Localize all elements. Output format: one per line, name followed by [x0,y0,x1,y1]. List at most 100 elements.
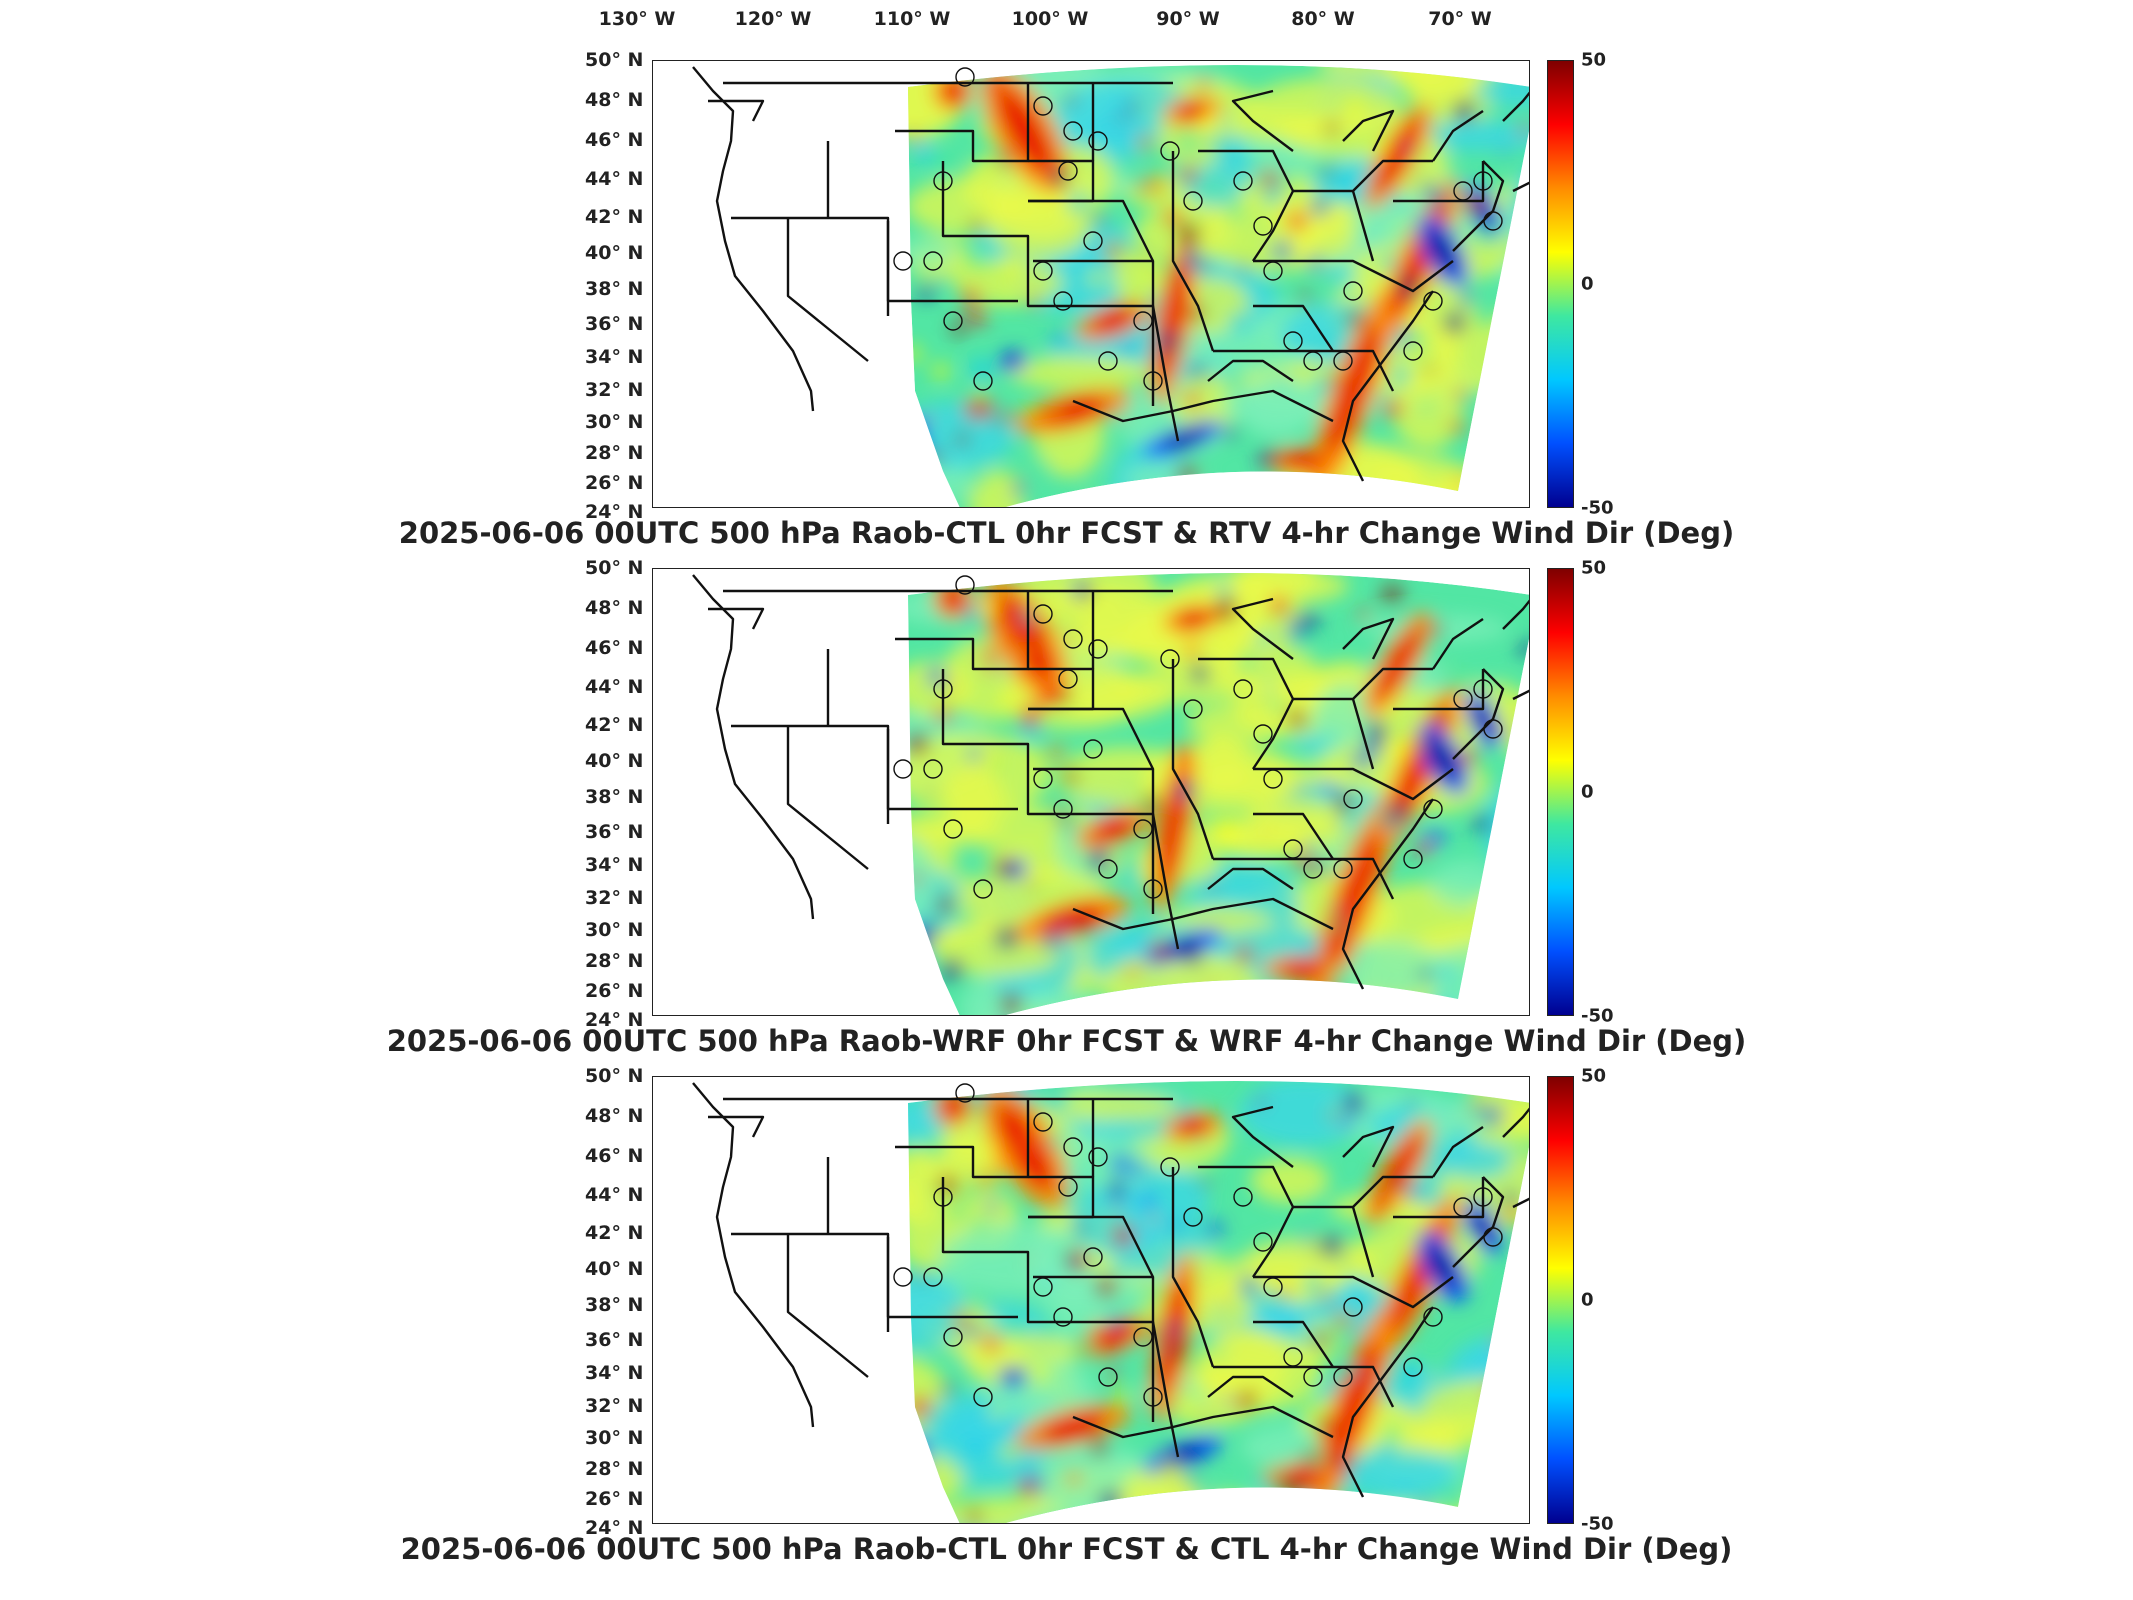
raob-station-marker [1058,161,1078,181]
raob-station-marker [1403,1357,1423,1377]
latitude-label: 34° N [585,346,644,368]
latitude-label: 28° N [585,950,644,972]
latitude-label: 40° N [585,242,644,264]
raob-station-marker [1333,351,1353,371]
raob-station-marker [1333,859,1353,879]
map-plot-area [652,568,1530,1016]
latitude-label: 44° N [585,168,644,190]
raob-station-marker [1473,679,1493,699]
raob-station-marker [1098,351,1118,371]
longitude-label: 90° W [1156,8,1220,30]
raob-station-marker [1088,639,1108,659]
raob-station-marker [955,1083,975,1103]
raob-station-marker [1403,341,1423,361]
latitude-label: 30° N [585,919,644,941]
raob-station-marker [893,251,913,271]
colorbar-tick-label: -50 [1581,1513,1614,1535]
raob-station-marker [1083,231,1103,251]
raob-station-marker [1133,311,1153,331]
map-plot-area [652,60,1530,508]
raob-station-marker [923,251,943,271]
latitude-label: 24° N [585,1009,644,1031]
raob-station-marker [1233,679,1253,699]
raob-station-marker [1033,1277,1053,1297]
panel-title: 2025-06-06 00UTC 500 hPa Raob-CTL 0hr FC… [400,1532,1733,1566]
raob-station-marker [933,171,953,191]
raob-stations [893,575,1503,899]
raob-station-marker [1253,216,1273,236]
colorbar-tick-label: -50 [1581,1005,1614,1027]
raob-station-marker [973,879,993,899]
raob-station-marker [1343,281,1363,301]
raob-station-marker [1133,1327,1153,1347]
latitude-label: 48° N [585,89,644,111]
raob-station-marker [1253,724,1273,744]
raob-station-marker [1263,1277,1283,1297]
raob-station-marker [1483,719,1503,739]
raob-station-marker [1083,739,1103,759]
raob-station-marker [1160,1157,1180,1177]
raob-station-marker [943,1327,963,1347]
latitude-label: 44° N [585,676,644,698]
latitude-label: 30° N [585,411,644,433]
raob-station-marker [1233,1187,1253,1207]
colorbar-tick-label: 50 [1581,1065,1607,1087]
colorbar-tick-label: 50 [1581,49,1607,71]
raob-stations [893,1083,1503,1407]
latitude-label: 34° N [585,854,644,876]
raob-station-marker [1343,1297,1363,1317]
latitude-label: 40° N [585,750,644,772]
raob-station-marker [1303,859,1323,879]
raob-station-marker [973,1387,993,1407]
raob-station-marker [933,1187,953,1207]
longitude-axis: 130° W 120° W 110° W 100° W 90° W 80° W 70° W [0,0,2133,50]
latitude-label: 44° N [585,1184,644,1206]
raob-station-marker [1058,669,1078,689]
raob-station-marker [1333,1367,1353,1387]
latitude-label: 48° N [585,597,644,619]
raob-station-marker [1063,629,1083,649]
raob-station-marker [1283,839,1303,859]
raob-station-marker [1263,261,1283,281]
raob-station-marker [1053,291,1073,311]
colorbar-tick-label: 0 [1581,781,1594,803]
raob-station-marker [1063,121,1083,141]
raob-station-marker [1423,291,1443,311]
raob-station-marker [1160,141,1180,161]
latitude-label: 46° N [585,637,644,659]
map-plot-area [652,1076,1530,1524]
raob-station-marker [1063,1137,1083,1157]
raob-station-marker [1183,1207,1203,1227]
longitude-label: 120° W [734,8,812,30]
latitude-label: 32° N [585,887,644,909]
raob-station-marker [1033,261,1053,281]
colorbar-tick-label: 0 [1581,273,1594,295]
raob-station-marker [1033,96,1053,116]
colorbar-tick-label: -50 [1581,497,1614,519]
raob-station-marker [1343,789,1363,809]
latitude-label: 38° N [585,1294,644,1316]
colorbar [1547,568,1574,1016]
latitude-label: 26° N [585,1488,644,1510]
raob-station-marker [1233,171,1253,191]
raob-station-marker [923,1267,943,1287]
latitude-label: 50° N [585,49,644,71]
raob-station-marker [1183,191,1203,211]
raob-station-marker [1483,211,1503,231]
latitude-label: 42° N [585,1222,644,1244]
state-boundaries [692,1082,1529,1498]
raob-station-marker [1423,799,1443,819]
state-boundaries [692,574,1529,990]
raob-station-marker [1098,1367,1118,1387]
map-svg [692,573,1529,1015]
latitude-label: 38° N [585,786,644,808]
raob-station-marker [933,679,953,699]
raob-station-marker [1058,1177,1078,1197]
latitude-label: 24° N [585,501,644,523]
latitude-label: 40° N [585,1258,644,1280]
raob-station-marker [1033,604,1053,624]
raob-station-marker [1283,331,1303,351]
raob-station-marker [1453,689,1473,709]
raob-station-marker [1083,1247,1103,1267]
latitude-label: 28° N [585,442,644,464]
